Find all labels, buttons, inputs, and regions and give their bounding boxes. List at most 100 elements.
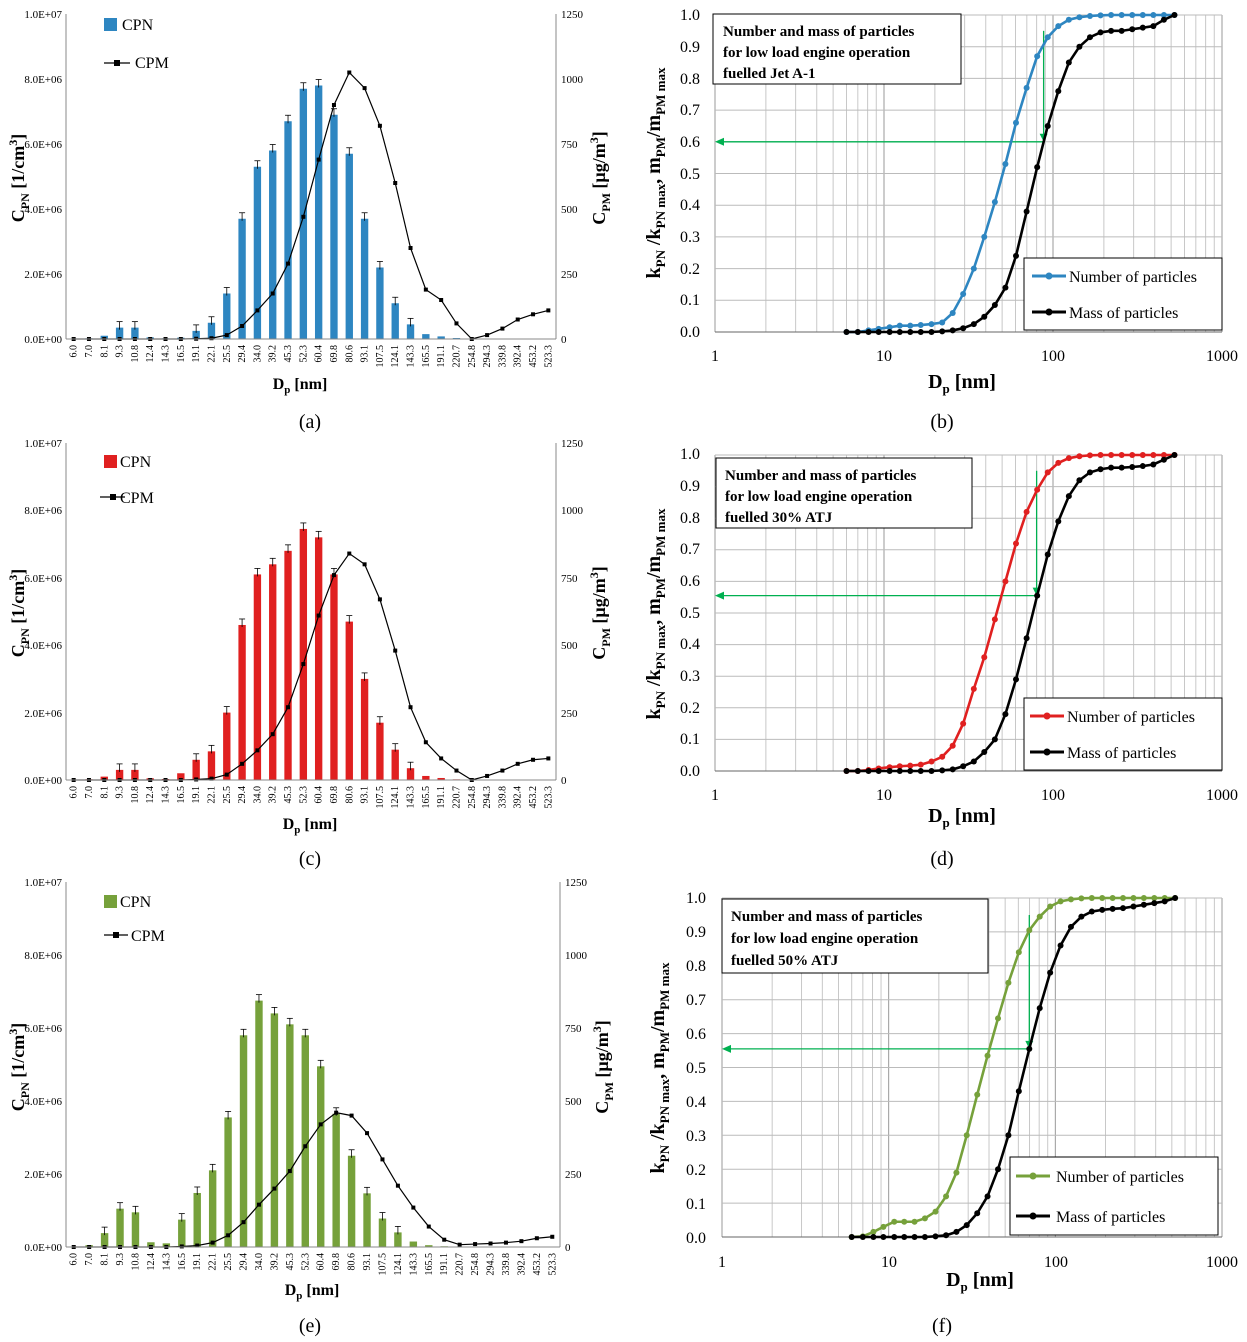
category-label: 143.3 bbox=[406, 786, 417, 809]
mass-of-particles-marker bbox=[896, 768, 903, 774]
mass-of-particles-marker bbox=[953, 1228, 960, 1235]
panel-b-cdf-chart: 0.0 0.1 0.2 0.3 0.4 0.5 0.6 0.7 0.8 0.9 … bbox=[643, 7, 1238, 433]
title-box-frame bbox=[721, 898, 989, 974]
category-label: 392.4 bbox=[513, 345, 524, 368]
mass-of-particles-marker bbox=[943, 1232, 950, 1239]
left-tick-label: 2.0E+06 bbox=[24, 708, 62, 720]
cpm-marker bbox=[457, 1242, 462, 1247]
x-tick-label: 1 bbox=[718, 1254, 726, 1271]
cpn-bar bbox=[378, 1218, 387, 1247]
mass-of-particles-marker bbox=[1088, 908, 1095, 915]
number-of-particles-marker bbox=[1151, 895, 1158, 901]
cpn-bar bbox=[299, 528, 308, 780]
cpn-bar bbox=[115, 769, 124, 780]
category-labels: 6.0 7.0 8.1 9.3 10.8 12.4 14.3 16.5 19.1 22.1 25.5… bbox=[69, 345, 555, 368]
ylabel-sub: PN bbox=[18, 628, 32, 644]
cpn-bar bbox=[207, 322, 216, 339]
y-axis-label: kPN /kPN max, mPM/mPM max bbox=[647, 962, 672, 1173]
category-label: 12.4 bbox=[145, 345, 156, 363]
number-of-particles-marker bbox=[1099, 895, 1106, 901]
category-label: 69.8 bbox=[329, 345, 340, 363]
legend-label-mass: Mass of particles bbox=[1069, 305, 1178, 322]
y-axis-ticks: 0.0 0.1 0.2 0.3 0.4 0.5 0.6 0.7 0.8 0.9 … bbox=[680, 7, 700, 341]
title-line: fuelled 30% ATJ bbox=[725, 510, 833, 526]
category-label: 39.2 bbox=[269, 1253, 280, 1271]
legend-marker-number bbox=[1043, 712, 1051, 720]
x-axis-ticks: 1 10 100 1000 bbox=[711, 787, 1238, 804]
number-of-particles-marker bbox=[970, 685, 977, 692]
cpm-marker bbox=[331, 103, 336, 107]
number-of-particles-marker bbox=[917, 322, 924, 329]
cpm-marker bbox=[210, 1240, 215, 1245]
y-tick-label: 1.0 bbox=[686, 890, 706, 907]
legend-marker-mass bbox=[1029, 1212, 1037, 1220]
cpm-marker bbox=[241, 1220, 246, 1225]
mass-of-particles-marker bbox=[984, 1193, 991, 1200]
left-tick-label: 4.0E+06 bbox=[24, 640, 62, 652]
left-tick-label: 1.0E+07 bbox=[24, 9, 62, 21]
ylabel-part: k bbox=[643, 707, 665, 719]
mass-of-particles-marker bbox=[1065, 493, 1072, 500]
ylabel-sup: 3 bbox=[6, 140, 20, 146]
title-line: for low load engine operation bbox=[731, 931, 919, 947]
category-label: 392.4 bbox=[516, 1253, 527, 1276]
right-tick-label: 250 bbox=[565, 1169, 582, 1181]
x-tick-label: 100 bbox=[1044, 1254, 1068, 1271]
cpm-series-line bbox=[73, 1112, 553, 1248]
cpm-marker bbox=[485, 773, 490, 778]
mass-of-particles-marker bbox=[963, 1222, 970, 1229]
cpn-bar bbox=[192, 330, 200, 339]
x-tick-label: 10 bbox=[876, 348, 892, 365]
series bbox=[848, 895, 1179, 1240]
cpm-marker bbox=[546, 756, 551, 761]
category-label: 7.0 bbox=[84, 786, 95, 799]
panel-label: (d) bbox=[930, 848, 953, 870]
cpm-marker bbox=[534, 1236, 539, 1241]
mass-of-particles-marker bbox=[843, 329, 850, 335]
right-axis-ticks: 1250 1000 750 500 250 0 bbox=[565, 877, 588, 1254]
y-tick-label: 0.9 bbox=[686, 924, 706, 941]
category-label: 392.4 bbox=[513, 786, 524, 809]
ylabel-right-sup: 3 bbox=[587, 572, 601, 578]
number-of-particles-marker bbox=[886, 324, 893, 331]
cpm-marker bbox=[224, 772, 229, 777]
cpm-marker bbox=[255, 308, 260, 313]
number-of-particles-marker bbox=[870, 1228, 877, 1235]
cpn-bar bbox=[360, 218, 369, 339]
y-tick-label: 0.7 bbox=[680, 541, 700, 558]
right-tick-label: 750 bbox=[561, 573, 578, 585]
cpn-bar bbox=[409, 1241, 418, 1247]
cpn-bar bbox=[437, 336, 445, 339]
cpm-marker bbox=[395, 1183, 400, 1188]
cpm-series-line bbox=[73, 552, 549, 781]
ylabel-part: , m bbox=[643, 598, 665, 625]
category-label: 60.4 bbox=[314, 786, 325, 804]
cpn-bar bbox=[177, 773, 185, 780]
mass-of-particles-marker bbox=[1129, 26, 1136, 33]
ylabel-right-main: C bbox=[589, 212, 609, 225]
cpn-bar bbox=[178, 1219, 186, 1247]
ylabel-part: /m bbox=[647, 1009, 669, 1033]
legend: Number of particles Mass of particles bbox=[1023, 257, 1223, 331]
cpm-marker bbox=[272, 1186, 277, 1191]
mass-of-particles-marker bbox=[1172, 895, 1179, 901]
legend: Number of particles Mass of particles bbox=[1009, 1156, 1219, 1236]
left-tick-label: 1.0E+07 bbox=[24, 438, 62, 450]
mass-of-particles-marker bbox=[1078, 913, 1085, 920]
legend-label-cpm: CPM bbox=[120, 490, 154, 507]
y-axis-ticks: 0.0 0.1 0.2 0.3 0.4 0.5 0.6 0.7 0.8 0.9 … bbox=[686, 890, 706, 1247]
category-label: 6.0 bbox=[69, 345, 80, 358]
cpm-marker bbox=[347, 551, 352, 556]
category-label: 22.1 bbox=[206, 345, 217, 363]
number-of-particles-marker bbox=[1023, 84, 1030, 91]
y-tick-label: 0.6 bbox=[686, 1026, 706, 1043]
category-label: 8.1 bbox=[99, 786, 110, 799]
ylabel-unit: [1/cm bbox=[8, 581, 28, 628]
cpn-bar bbox=[301, 1035, 309, 1247]
right-axis-ticks: 1250 1000 750 500 250 0 bbox=[561, 438, 584, 787]
category-label: 12.4 bbox=[145, 786, 156, 804]
cpn-bar bbox=[299, 88, 308, 339]
legend: CPN CPM bbox=[100, 454, 154, 507]
cpn-bar bbox=[330, 114, 338, 339]
mass-of-particles-marker bbox=[1047, 969, 1054, 976]
